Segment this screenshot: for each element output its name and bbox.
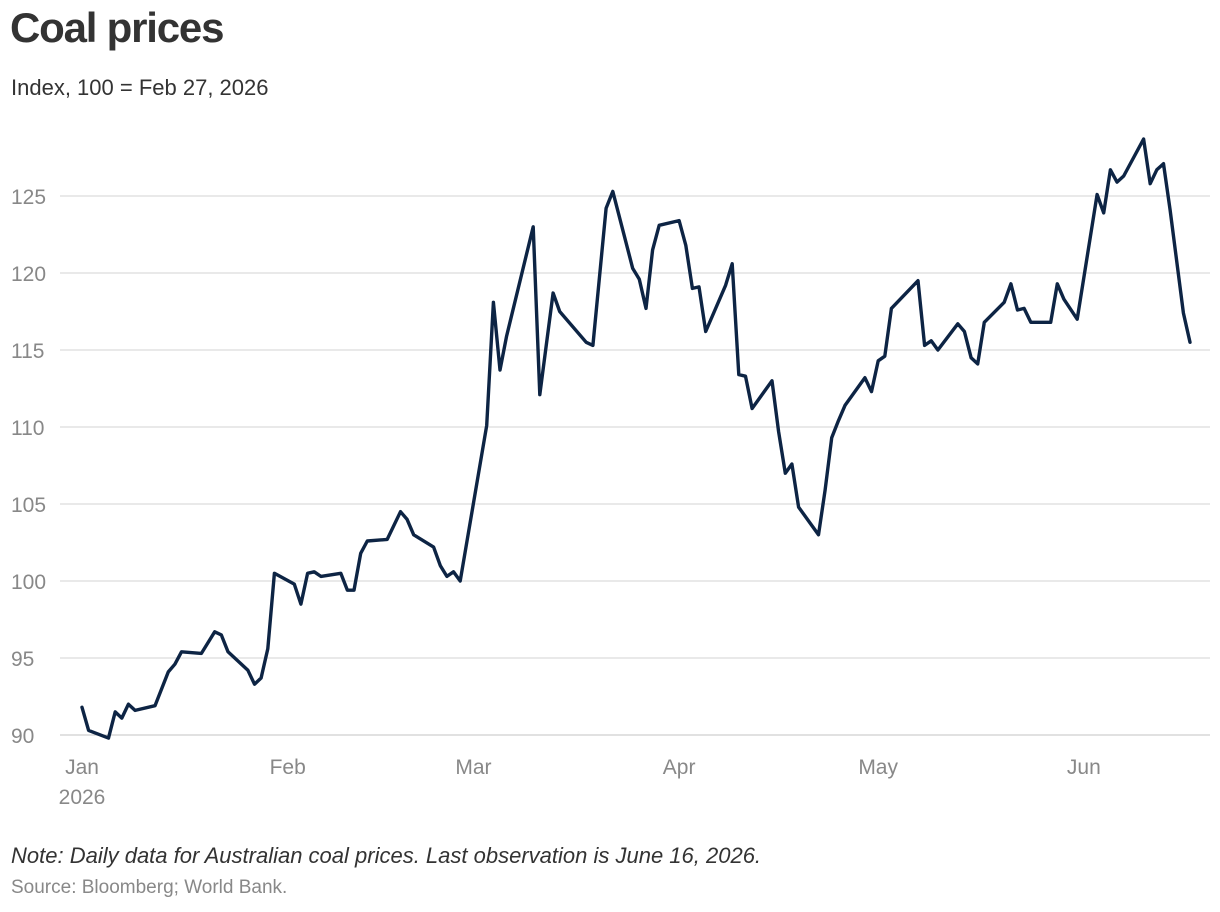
chart-note: Note: Daily data for Australian coal pri…: [11, 843, 762, 868]
x-tick-year-label: 2026: [59, 786, 106, 809]
y-axis: 90 95 100 105 110 115 120 125: [11, 186, 46, 748]
chart-title: Coal prices: [10, 4, 224, 51]
y-tick-label: 110: [11, 417, 44, 440]
y-tick-label: 100: [11, 571, 46, 594]
x-tick-label: May: [858, 756, 898, 779]
x-tick-label: Mar: [455, 756, 491, 779]
y-tick-label: 95: [11, 648, 34, 671]
y-tick-label: 120: [11, 263, 46, 286]
y-tick-label: 115: [11, 340, 44, 363]
x-tick-label: Jun: [1067, 756, 1101, 779]
y-tick-label: 125: [11, 186, 46, 209]
series-line-coal-price-index: [80, 137, 1192, 740]
x-axis: Jan 2026 Feb Mar Apr May Jun: [59, 756, 1101, 809]
y-tick-label: 105: [11, 494, 46, 517]
y-tick-label: 90: [11, 725, 34, 748]
x-tick-label: Jan: [65, 756, 99, 779]
x-tick-label: Apr: [663, 756, 696, 779]
chart-source: Source: Bloomberg; World Bank.: [11, 877, 288, 898]
chart-subtitle: Index, 100 = Feb 27, 2026: [11, 75, 269, 100]
series-group: [80, 137, 1192, 740]
x-tick-label: Feb: [270, 756, 306, 779]
